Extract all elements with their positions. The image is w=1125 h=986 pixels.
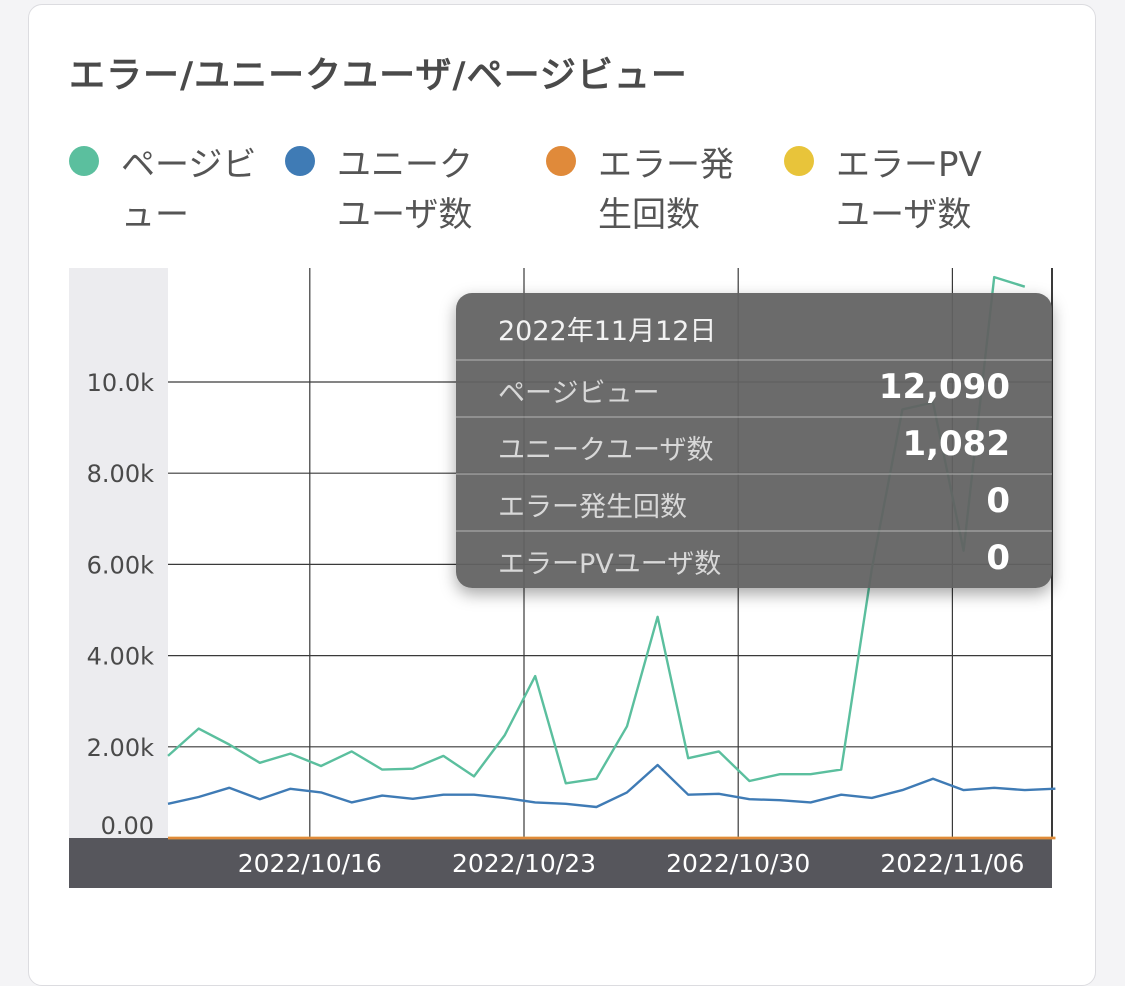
legend-label: ユニークユーザ数 (337, 145, 473, 235)
y-tick-label: 10.0k (87, 369, 154, 397)
tooltip-label: ユニークユーザ数 (498, 435, 714, 466)
tooltip-row-error-pv-users: エラーPVユーザ数 0 (456, 530, 1052, 589)
y-tick-label: 6.00k (87, 551, 154, 579)
legend-item-pageview[interactable]: ページビュー (69, 140, 271, 240)
legend-dot-icon (546, 146, 576, 176)
tooltip-date: 2022年11月12日 (498, 316, 717, 347)
tooltip-label: エラー発生回数 (498, 492, 687, 523)
legend-dot-icon (69, 146, 99, 176)
legend-label: ページビュー (121, 145, 257, 235)
tooltip-value: 12,090 (878, 367, 1010, 407)
series-line (167, 763, 1056, 809)
y-tick-label: 2.00k (87, 734, 154, 762)
tooltip-row-pageview: ページビュー 12,090 (456, 359, 1052, 418)
x-tick-label: 2022/10/16 (238, 849, 382, 878)
x-tick-label: 2022/11/06 (880, 849, 1024, 878)
tooltip-row-error-count: エラー発生回数 0 (456, 473, 1052, 532)
legend-dot-icon (285, 146, 315, 176)
legend-dot-icon (784, 146, 814, 176)
chart-title: エラー/ユニークユーザ/ページビュー (69, 55, 688, 96)
x-axis-band (69, 838, 1052, 888)
x-tick-label: 2022/10/30 (666, 849, 810, 878)
chart-tooltip: 2022年11月12日 ページビュー 12,090 ユニークユーザ数 1,082… (456, 293, 1052, 588)
tooltip-label: ページビュー (498, 378, 660, 409)
legend-item-error-count[interactable]: エラー発生回数 (546, 140, 748, 240)
y-tick-label: 8.00k (87, 460, 154, 488)
y-tick-label: 0.00 (101, 812, 154, 840)
tooltip-row-unique-users: ユニークユーザ数 1,082 (456, 416, 1052, 475)
legend-label: エラーPVユーザ数 (836, 145, 982, 235)
line-chart: 0.00 2.00k 4.00k 6.00k 8.00k 10.0k 2022/10/16 2… (69, 268, 1056, 888)
y-tick-label: 4.00k (87, 643, 154, 671)
x-tick-label: 2022/10/23 (452, 849, 596, 878)
legend-item-error-pv-users[interactable]: エラーPVユーザ数 (784, 140, 986, 240)
legend-item-unique-users[interactable]: ユニークユーザ数 (285, 140, 487, 240)
tooltip-value: 1,082 (902, 424, 1010, 464)
tooltip-value: 0 (986, 538, 1010, 578)
tooltip-value: 0 (986, 481, 1010, 521)
y-axis-band (69, 268, 168, 838)
legend-label: エラー発生回数 (598, 145, 734, 235)
tooltip-label: エラーPVユーザ数 (498, 549, 722, 580)
